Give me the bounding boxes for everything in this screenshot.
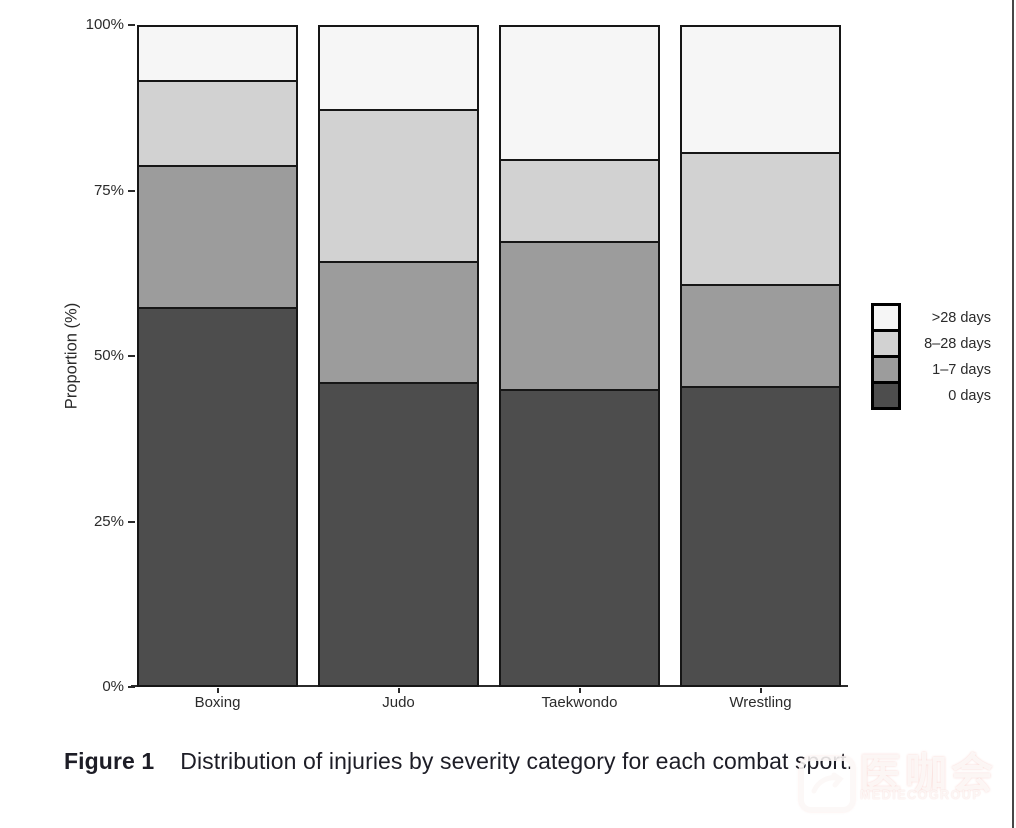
x-tick-label-boxing: Boxing: [194, 694, 241, 711]
bar-segment-wrestling: [682, 27, 839, 153]
bar-segment-judo: [320, 27, 477, 110]
legend-swatch: [871, 355, 901, 384]
y-tick-mark: [128, 520, 135, 523]
y-tick-label: 0%: [102, 678, 124, 695]
bar-segment-boxing: [139, 306, 296, 685]
x-tick-mark: [578, 688, 581, 693]
x-axis-line: [131, 685, 848, 687]
x-tick-label-wrestling: Wrestling: [729, 694, 792, 711]
bar-segment-taekwondo: [501, 158, 658, 241]
y-tick-label: 75%: [93, 181, 124, 199]
bar-segment-taekwondo: [501, 388, 658, 685]
y-tick-label: 25%: [93, 512, 124, 530]
y-tick-mark: [128, 355, 135, 357]
legend-label: 8–28 days: [924, 335, 991, 352]
legend-swatch: [871, 303, 901, 332]
figure-caption: Figure 1 Distribution of injuries by seve…: [64, 740, 984, 784]
legend-label: 0 days: [948, 387, 991, 404]
bar-segment-boxing: [139, 165, 296, 307]
y-tick-label: 100%: [85, 16, 124, 33]
legend: >28 days 8–28 days 1–7 days 0 days: [871, 303, 991, 410]
bar-segment-judo: [320, 260, 477, 383]
legend-row: 0 days: [871, 381, 991, 410]
bar-segment-wrestling: [682, 283, 839, 386]
y-tick-mark: [128, 189, 135, 192]
plot-panel: [136, 25, 848, 687]
bar-segment-wrestling: [682, 152, 839, 284]
y-tick-mark: [128, 24, 135, 26]
legend-row: 8–28 days: [871, 329, 991, 358]
x-tick-label-judo: Judo: [382, 694, 415, 711]
legend-swatch: [871, 329, 901, 358]
bar-taekwondo: [499, 25, 660, 687]
legend-row: 1–7 days: [871, 355, 991, 384]
legend-label: >28 days: [931, 309, 991, 326]
bar-segment-boxing: [139, 79, 296, 166]
y-tick-label: 50%: [93, 347, 124, 364]
x-tick-label-taekwondo: Taekwondo: [541, 694, 618, 711]
bar-boxing: [137, 25, 298, 687]
bar-segment-taekwondo: [501, 27, 658, 159]
bar-segment-judo: [320, 382, 477, 685]
caption-label: Figure 1: [64, 748, 155, 774]
legend-row: >28 days: [871, 303, 991, 332]
page-edge-line: [1012, 0, 1014, 828]
y-tick-mark: [128, 686, 135, 688]
bar-segment-judo: [320, 109, 477, 261]
bar-segment-wrestling: [682, 385, 839, 685]
x-tick-mark: [397, 688, 400, 693]
caption-text: Distribution of injuries by severity cat…: [180, 748, 854, 774]
legend-label: 1–7 days: [932, 361, 991, 378]
legend-swatch: [871, 381, 901, 410]
x-tick-mark: [759, 688, 762, 693]
bar-segment-boxing: [139, 27, 296, 80]
bar-segment-taekwondo: [501, 240, 658, 389]
bar-wrestling: [680, 25, 841, 687]
bar-judo: [318, 25, 479, 687]
x-tick-mark: [216, 688, 219, 693]
